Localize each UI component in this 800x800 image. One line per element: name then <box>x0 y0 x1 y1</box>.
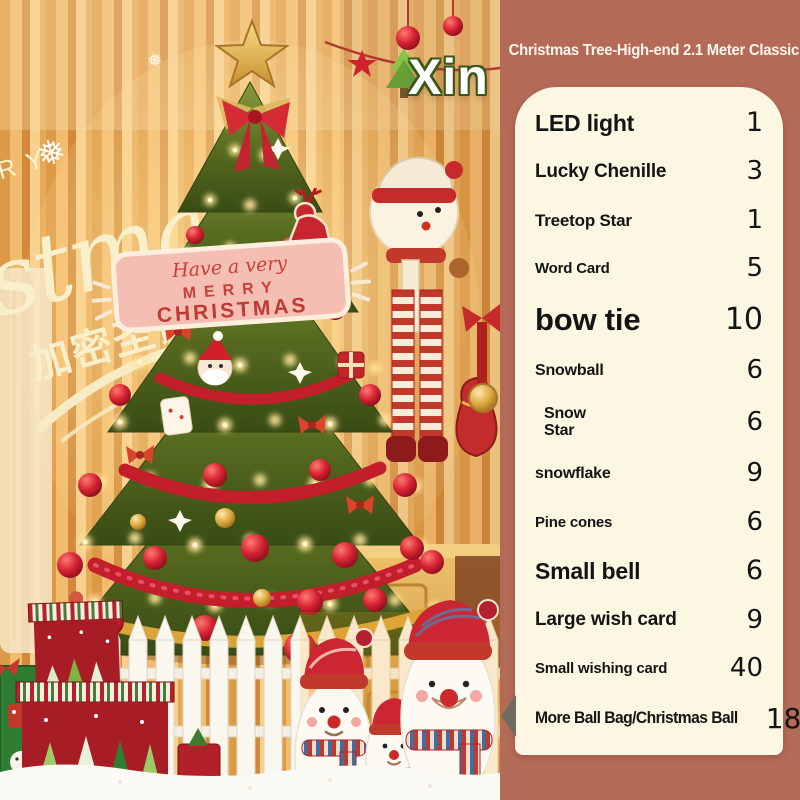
item-quantity: 18 <box>765 701 800 735</box>
item-quantity: 9 <box>746 458 763 489</box>
list-item: Large wish card 9 <box>535 604 763 635</box>
list-item: Snow Star 6 <box>535 404 763 440</box>
list-item: More Ball Bag/Christmas Ball 18 <box>535 703 800 733</box>
list-item: Small bell 6 <box>535 555 763 587</box>
list-item: Pine cones 6 <box>535 506 763 537</box>
item-label: LED light <box>535 110 635 137</box>
item-quantity: 1 <box>745 107 763 138</box>
item-quantity: 6 <box>745 555 763 587</box>
hanging-garland <box>324 0 501 98</box>
item-label: bow tie <box>535 301 641 337</box>
info-side: Christmas Tree-High-end 2.1 Meter Classi… <box>500 0 800 800</box>
hanging-bauble <box>443 16 463 36</box>
santa-ornament <box>197 331 233 386</box>
items-panel: LED light 1 Lucky Chenille 3 Treetop Star 1 Wo… <box>501 87 800 755</box>
item-label: Lucky Chenille <box>535 161 667 183</box>
bell-decor <box>462 304 500 413</box>
item-label: snowflake <box>535 464 611 482</box>
christmas-tree: Have a very MERRY CHRISTMAS <box>53 18 447 665</box>
sign-line2: MERRY <box>182 279 280 303</box>
item-label: Pine cones <box>535 513 613 531</box>
list-item: Word Card 5 <box>535 253 763 284</box>
item-quantity: 5 <box>746 253 763 284</box>
hanging-bauble <box>396 26 420 50</box>
panel-pointer-icon <box>501 695 516 737</box>
item-quantity: 40 <box>729 653 763 684</box>
list-item: Small wishing card 40 <box>535 653 763 684</box>
list-item: bow tie 10 <box>535 301 763 338</box>
list-item: Snowball 6 <box>535 355 763 386</box>
item-label: Large wish card <box>535 609 677 631</box>
item-label: Snowball <box>535 361 604 379</box>
gift-card <box>337 351 365 379</box>
item-quantity: 10 <box>724 302 763 338</box>
item-quantity: 1 <box>746 204 763 235</box>
tree-topper <box>214 18 290 172</box>
snow-floor <box>0 764 500 800</box>
garland-tree-icon <box>386 48 422 98</box>
light-cores <box>82 147 438 611</box>
product-title: Christmas Tree-High-end 2.1 Meter Classi… <box>508 42 800 59</box>
christmas-scene-photo: RRY ❅ ❅ stmas 加密圣诞树 <box>0 0 508 800</box>
item-label: Snow Star <box>544 404 586 439</box>
item-label: Treetop Star <box>535 210 632 230</box>
star-topper-icon <box>214 18 290 89</box>
item-quantity: 9 <box>746 604 763 635</box>
item-label: Small bell <box>535 558 641 585</box>
list-item: LED light 1 <box>535 107 763 138</box>
brand-watermark: Xin <box>408 49 489 105</box>
list-item: Treetop Star 1 <box>535 204 763 235</box>
snowflake-icon: ❅ <box>145 49 165 72</box>
word-card <box>160 396 193 436</box>
item-quantity: 6 <box>746 506 763 537</box>
item-quantity: 3 <box>746 156 763 187</box>
item-label: More Ball Bag/Christmas Ball <box>535 708 738 728</box>
garland-star-icon <box>347 50 377 77</box>
gingerbread-icon <box>449 258 469 278</box>
bell-icon <box>468 383 498 413</box>
photo-area: RRY ❅ ❅ stmas 加密圣诞树 <box>0 0 508 800</box>
item-quantity: 6 <box>746 355 763 386</box>
merry-christmas-sign: Have a very MERRY CHRISTMAS <box>91 237 371 333</box>
item-label: Small wishing card <box>535 659 668 677</box>
item-quantity: 6 <box>746 406 763 437</box>
list-item: Lucky Chenille 3 <box>535 156 763 187</box>
list-item: snowflake 9 <box>535 458 763 489</box>
snow-star-ornaments <box>168 138 312 532</box>
item-label: Word Card <box>535 260 610 278</box>
